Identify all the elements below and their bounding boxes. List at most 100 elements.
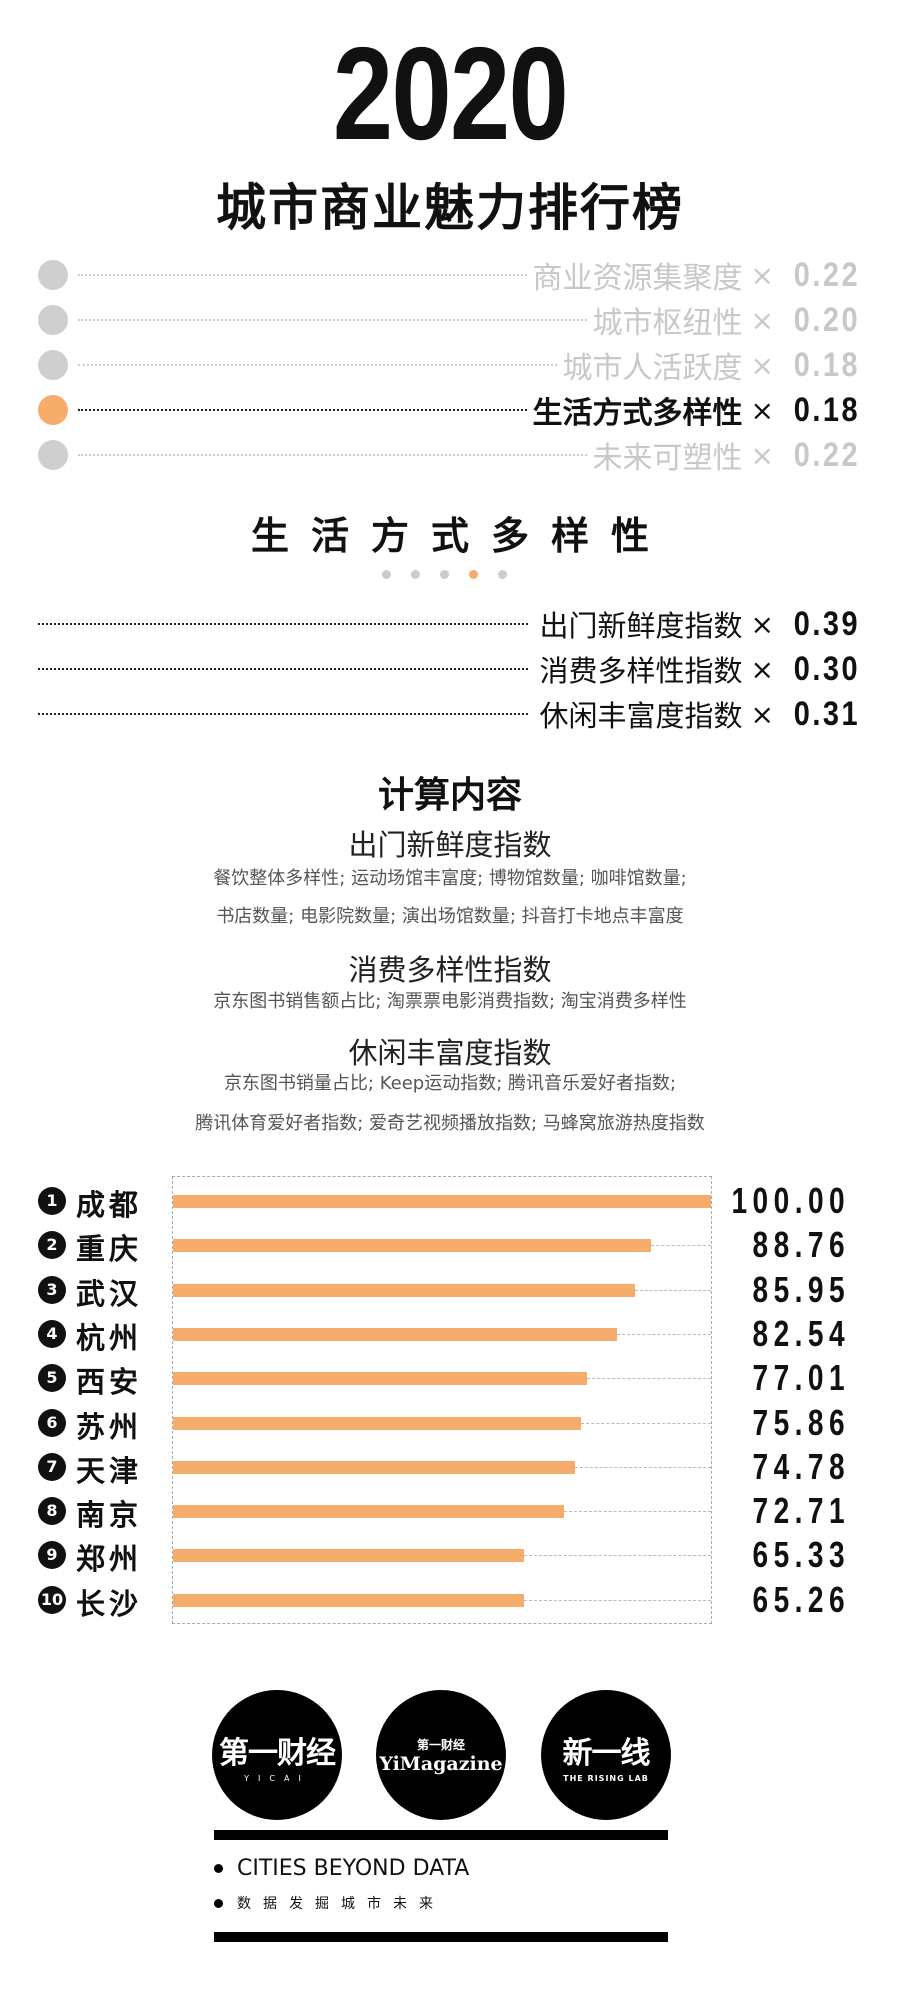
bar-guide	[524, 1599, 711, 1601]
dotted-leader	[78, 274, 527, 276]
rank-badge: 2	[38, 1231, 66, 1260]
times-icon: ×	[750, 258, 774, 292]
weight-label: 未来可塑性	[592, 441, 743, 476]
year-title: 2020	[332, 20, 569, 167]
bar-3	[173, 1283, 636, 1297]
page-title: 城市商业魅力排行榜	[216, 179, 684, 237]
bar-guide	[524, 1555, 711, 1557]
city-label: 天津	[76, 1453, 143, 1488]
dotted-leader	[78, 319, 587, 321]
value-label: 75.86	[752, 1401, 850, 1443]
city-label: 苏州	[76, 1409, 143, 1444]
bar-guide	[635, 1289, 711, 1291]
weight-row: 生活方式多样性 × 0.18	[38, 390, 861, 431]
rank-badge: 8	[38, 1497, 66, 1526]
bar-1	[173, 1195, 711, 1208]
rank-badge: 3	[38, 1275, 66, 1304]
times-icon: ×	[750, 393, 774, 427]
calc-head-3: 休闲丰富度指数	[348, 1036, 552, 1070]
yimagazine-logo: 第一财经 YiMagazine	[376, 1690, 506, 1820]
rank-badge: 1	[38, 1187, 66, 1215]
times-icon: ×	[750, 348, 774, 382]
page-dot	[382, 570, 391, 579]
chart-frame	[172, 1176, 712, 1624]
sub-weight-label: 消费多样性指数	[539, 654, 743, 688]
divider	[214, 1932, 668, 1942]
calc-line: 京东图书销量占比; Keep运动指数; 腾讯音乐爱好者指数;	[223, 1073, 677, 1094]
value-label: 82.54	[752, 1312, 850, 1354]
bar-2	[173, 1239, 651, 1253]
bar-guide	[581, 1422, 711, 1424]
weight-row: 商业资源集聚度 × 0.22	[38, 255, 861, 296]
tagline-cn: 数据发掘城市未来	[214, 1893, 445, 1913]
value-label: 85.95	[752, 1268, 850, 1310]
value-label: 88.76	[752, 1224, 850, 1266]
rank-badge: 10	[38, 1585, 66, 1614]
rank-badge: 5	[38, 1364, 66, 1393]
city-label: 武汉	[76, 1276, 143, 1311]
sub-weight-value: 0.39	[793, 604, 861, 643]
bar-guide	[564, 1511, 711, 1513]
dotted-leader	[38, 668, 528, 670]
bar-10	[173, 1593, 525, 1607]
calc-head-2: 消费多样性指数	[348, 953, 552, 987]
city-label: 西安	[76, 1365, 143, 1400]
sub-weight-row: 消费多样性指数 × 0.30	[38, 649, 860, 689]
bar-4	[173, 1327, 618, 1341]
calc-line: 书店数量; 电影院数量; 演出场馆数量; 抖音打卡地点丰富度	[216, 906, 684, 927]
weight-row: 未来可塑性 × 0.22	[38, 435, 861, 476]
city-label: 重庆	[76, 1232, 143, 1267]
value-label: 100.00	[731, 1180, 850, 1221]
yicai-logo: 第一财经 YICAI	[212, 1690, 342, 1820]
page-dot	[411, 570, 420, 579]
calc-line: 京东图书销售额占比; 淘票票电影消费指数; 淘宝消费多样性	[213, 991, 687, 1012]
city-label: 成都	[76, 1188, 143, 1222]
sub-weight-row: 出门新鲜度指数 × 0.39	[38, 604, 860, 644]
section-title: 生活方式多样性	[250, 514, 671, 558]
dotted-leader	[78, 409, 527, 411]
weight-value: 0.20	[793, 300, 861, 339]
sub-weight-label: 出门新鲜度指数	[539, 609, 743, 643]
sub-weight-value: 0.31	[793, 694, 861, 733]
bar-guide	[650, 1245, 711, 1247]
indicator-dot-icon	[38, 440, 68, 470]
rank-badge: 9	[38, 1541, 66, 1570]
dotted-leader	[38, 713, 528, 715]
weight-value: 0.18	[793, 390, 861, 429]
times-icon: ×	[750, 303, 774, 337]
city-label: 杭州	[76, 1320, 143, 1355]
dotted-leader	[78, 454, 587, 456]
value-label: 65.26	[752, 1578, 850, 1620]
tagline-en: CITIES BEYOND DATA	[214, 1856, 469, 1881]
bullet-icon	[214, 1898, 223, 1908]
bar-6	[173, 1416, 582, 1430]
times-icon: ×	[750, 652, 774, 686]
weight-label: 城市人活跃度	[562, 351, 743, 386]
value-label: 77.01	[752, 1357, 850, 1399]
weight-row: 城市人活跃度 × 0.18	[38, 345, 861, 386]
calc-title: 计算内容	[377, 775, 522, 816]
sub-weight-value: 0.30	[793, 649, 861, 688]
bar-7	[173, 1460, 576, 1474]
sub-weight-row: 休闲丰富度指数 × 0.31	[38, 694, 860, 734]
bar-guide	[575, 1466, 711, 1468]
indicator-dot-icon	[38, 350, 68, 380]
dotted-leader	[78, 364, 557, 366]
page-dot	[440, 570, 449, 579]
weight-label: 城市枢纽性	[592, 306, 743, 341]
page-dot	[498, 570, 507, 579]
page-indicator	[382, 570, 507, 579]
calc-head-1: 出门新鲜度指数	[348, 828, 552, 862]
rank-badge: 4	[38, 1319, 66, 1348]
weight-value: 0.18	[793, 345, 861, 384]
value-label: 74.78	[752, 1445, 850, 1487]
weight-value: 0.22	[793, 255, 861, 294]
value-label: 72.71	[752, 1490, 850, 1532]
weight-value: 0.22	[793, 435, 861, 474]
city-label: 长沙	[76, 1586, 143, 1621]
times-icon: ×	[750, 438, 774, 472]
bar-guide	[617, 1333, 711, 1335]
bullet-icon	[214, 1864, 223, 1873]
dotted-leader	[38, 623, 528, 625]
rising-lab-logo: 新一线 THE RISING LAB	[541, 1690, 671, 1820]
